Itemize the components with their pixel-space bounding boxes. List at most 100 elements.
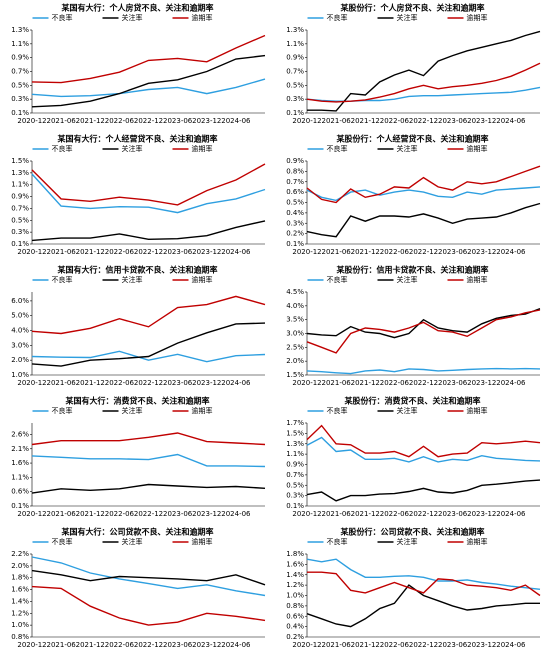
legend-label: 逾期率 (467, 13, 488, 22)
x-tick-label: 2022-12 (409, 117, 438, 125)
x-tick-label: 2022-12 (409, 248, 438, 256)
chart-title: 某国有大行：个人经营贷不良、关注和逾期率 (57, 134, 218, 144)
legend-label: 关注率 (122, 13, 143, 22)
x-tick-label: 2023-12 (467, 510, 496, 518)
y-tick-label: 0.1% (286, 502, 304, 510)
y-tick-label: 0.9% (286, 461, 304, 469)
x-tick-label: 2021-12 (351, 379, 380, 387)
y-tick-label: 1.6% (286, 560, 304, 568)
y-tick-label: 0.3% (286, 492, 304, 500)
legend-label: 逾期率 (467, 275, 488, 284)
x-tick-label: 2021-12 (351, 510, 380, 518)
y-tick-label: 3.5% (286, 316, 304, 324)
y-tick-label: 0.6% (286, 612, 304, 620)
y-tick-label: 1.2% (286, 581, 304, 589)
x-tick-label: 2024-06 (221, 510, 251, 518)
y-tick-label: 0.1% (11, 502, 29, 510)
x-tick-label: 2023-06 (438, 379, 468, 387)
chart-title: 某国有大行：消费贷不良、关注和逾期率 (65, 396, 210, 406)
series-line (31, 295, 266, 335)
x-tick-label: 2024-06 (496, 248, 526, 256)
y-tick-label: 0.5% (286, 199, 304, 207)
series-line (306, 202, 541, 238)
series-line (306, 424, 541, 458)
y-tick-label: 1.1% (11, 181, 29, 189)
x-tick-label: 2023-12 (192, 117, 221, 125)
x-tick-label: 2023-12 (467, 248, 496, 256)
y-tick-label: 0.3% (11, 95, 29, 103)
x-tick-label: 2024-06 (221, 379, 251, 387)
x-tick-label: 2023-06 (163, 379, 193, 387)
legend-label: 不良率 (327, 144, 348, 153)
x-tick-label: 2021-12 (351, 117, 380, 125)
x-tick-label: 2023-12 (467, 379, 496, 387)
series-line (31, 569, 266, 586)
legend-label: 不良率 (52, 537, 73, 546)
series-line (31, 483, 266, 494)
series-line (306, 558, 541, 590)
legend-label: 逾期率 (192, 275, 213, 284)
x-tick-label: 2023-12 (192, 510, 221, 518)
y-tick-label: 4.0% (286, 302, 304, 310)
y-tick-label: 4.5% (286, 288, 304, 296)
legend-label: 关注率 (122, 406, 143, 415)
y-tick-label: 2.0% (11, 562, 29, 570)
y-tick-label: 0.1% (286, 109, 304, 117)
series-line (31, 34, 266, 84)
y-tick-label: 0.1% (11, 109, 29, 117)
x-tick-label: 2020-12 (292, 117, 321, 125)
legend-label: 逾期率 (467, 406, 488, 415)
y-tick-label: 1.1% (286, 40, 304, 48)
y-tick-label: 0.9% (286, 54, 304, 62)
legend-label: 逾期率 (192, 406, 213, 415)
y-tick-label: 1.5% (286, 429, 304, 437)
x-tick-label: 2024-06 (221, 641, 251, 649)
chart-title: 某国有大行：公司贷款不良、关注和逾期率 (61, 527, 214, 537)
legend-label: 关注率 (122, 275, 143, 284)
series-line (306, 367, 541, 375)
x-tick-label: 2023-06 (163, 510, 193, 518)
series-line (31, 163, 266, 206)
y-tick-label: 1.4% (11, 597, 29, 605)
legend-label: 不良率 (327, 275, 348, 284)
x-tick-label: 2022-06 (380, 117, 410, 125)
series-line (307, 30, 541, 112)
x-tick-label: 2020-12 (17, 117, 46, 125)
legend-label: 逾期率 (192, 13, 213, 22)
legend-label: 不良率 (52, 275, 73, 284)
y-tick-label: 1.0% (286, 592, 304, 600)
legend-label: 关注率 (397, 406, 418, 415)
y-tick-label: 2.6% (11, 430, 29, 438)
series-line (31, 54, 266, 108)
x-tick-label: 2021-12 (76, 641, 105, 649)
series-line (306, 436, 541, 463)
y-tick-label: 1.3% (286, 440, 304, 448)
series-line (306, 307, 541, 339)
x-tick-label: 2022-06 (105, 510, 135, 518)
y-tick-label: 0.1% (286, 240, 304, 248)
y-tick-label: 0.7% (286, 178, 304, 186)
legend-label: 不良率 (52, 144, 73, 153)
x-tick-label: 2023-12 (192, 379, 221, 387)
x-tick-label: 2023-06 (163, 117, 193, 125)
x-tick-label: 2021-06 (322, 248, 352, 256)
x-tick-label: 2022-06 (105, 248, 135, 256)
x-tick-label: 2023-12 (192, 248, 221, 256)
x-tick-label: 2023-06 (438, 641, 468, 649)
series-line (31, 220, 266, 242)
series-line (307, 571, 541, 597)
x-tick-label: 2020-12 (292, 379, 321, 387)
y-tick-label: 1.1% (11, 473, 29, 481)
x-tick-label: 2022-12 (134, 117, 163, 125)
y-tick-label: 1.8% (11, 574, 29, 582)
x-tick-label: 2024-06 (496, 117, 526, 125)
series-line (31, 432, 266, 446)
y-tick-label: 0.1% (11, 240, 29, 248)
legend-label: 逾期率 (467, 144, 488, 153)
y-tick-label: 0.9% (286, 157, 304, 165)
y-tick-label: 0.3% (11, 228, 29, 236)
series-line (31, 78, 266, 98)
x-tick-label: 2022-12 (409, 641, 438, 649)
y-tick-label: 0.5% (11, 216, 29, 224)
